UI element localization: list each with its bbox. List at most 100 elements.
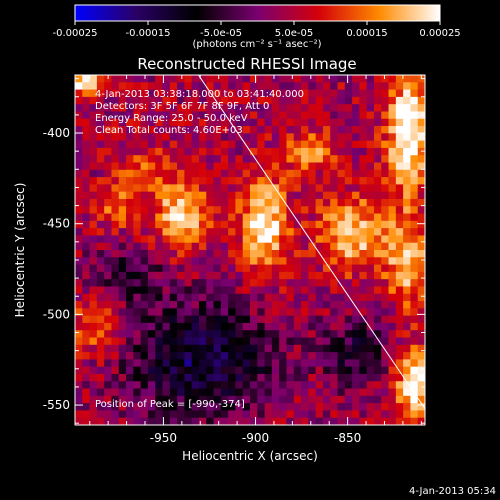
heatmap-cell xyxy=(198,96,207,105)
heatmap-cell xyxy=(191,191,200,200)
heatmap-cell xyxy=(322,417,331,425)
heatmap-cell xyxy=(220,322,229,331)
heatmap-cell xyxy=(293,315,302,324)
heatmap-cell xyxy=(293,410,302,419)
heatmap-cell xyxy=(359,133,368,142)
heatmap-cell xyxy=(352,271,360,280)
heatmap-cell xyxy=(177,147,185,156)
heatmap-cell xyxy=(279,403,287,411)
heatmap-cell xyxy=(220,250,229,258)
heatmap-cell xyxy=(257,330,265,338)
heatmap-cell xyxy=(235,315,244,324)
heatmap-cell xyxy=(322,111,331,120)
heatmap-cell xyxy=(279,279,287,287)
heatmap-cell xyxy=(104,191,112,200)
heatmap-cell xyxy=(82,352,90,360)
heatmap-cell xyxy=(279,344,287,353)
heatmap-cell xyxy=(388,133,397,142)
heatmap-cell xyxy=(395,177,404,185)
heatmap-cell xyxy=(118,89,127,98)
heatmap-cell xyxy=(271,133,280,142)
heatmap-cell xyxy=(147,381,156,389)
heatmap-cell xyxy=(177,301,185,309)
heatmap-cell xyxy=(191,279,200,287)
heatmap-cell xyxy=(359,213,368,222)
heatmap-cell xyxy=(111,213,120,222)
heatmap-cell xyxy=(373,366,382,375)
heatmap-cell xyxy=(147,293,156,302)
heatmap-cell xyxy=(191,155,200,163)
heatmap-cell xyxy=(82,126,90,134)
heatmap-cell xyxy=(220,147,229,156)
heatmap-cell xyxy=(118,198,127,207)
heatmap-cell xyxy=(315,344,324,353)
heatmap-cell xyxy=(352,381,360,389)
heatmap-cell xyxy=(140,352,149,360)
heatmap-cell xyxy=(155,162,163,171)
heatmap-cell xyxy=(126,140,134,149)
heatmap-cell xyxy=(395,206,404,214)
heatmap-cell xyxy=(337,184,346,193)
heatmap-cell xyxy=(242,126,251,134)
heatmap-cell xyxy=(169,177,178,185)
heatmap-cell xyxy=(198,198,207,207)
heatmap-cell xyxy=(308,308,317,317)
heatmap-cell xyxy=(147,126,156,134)
heatmap-cell xyxy=(373,352,382,360)
heatmap-cell xyxy=(118,359,127,368)
heatmap-cell xyxy=(104,315,112,324)
heatmap-cell xyxy=(279,337,287,346)
heatmap-cell xyxy=(322,118,331,127)
heatmap-cell xyxy=(344,235,353,244)
heatmap-cell xyxy=(322,104,331,112)
heatmap-cell xyxy=(96,403,105,411)
heatmap-cell xyxy=(155,352,163,360)
heatmap-cell xyxy=(293,395,302,404)
heatmap-cell xyxy=(337,301,346,309)
heatmap-cell xyxy=(359,242,368,251)
heatmap-cell xyxy=(286,89,295,98)
heatmap-cell xyxy=(257,337,265,346)
heatmap-cell xyxy=(82,75,90,83)
heatmap-cell xyxy=(235,352,244,360)
heatmap-cell xyxy=(191,198,200,207)
heatmap-cell xyxy=(352,133,360,142)
heatmap-cell xyxy=(235,395,244,404)
heatmap-cell xyxy=(271,177,280,185)
heatmap-cell xyxy=(198,410,207,419)
heatmap-cell xyxy=(140,264,149,273)
heatmap-cell xyxy=(147,111,156,120)
heatmap-cell xyxy=(417,126,425,134)
heatmap-cell xyxy=(250,89,258,98)
heatmap-cell xyxy=(140,308,149,317)
heatmap-cell xyxy=(147,264,156,273)
heatmap-cell xyxy=(257,410,265,419)
heatmap-cell xyxy=(337,140,346,149)
heatmap-cell xyxy=(191,147,200,156)
heatmap-cell xyxy=(403,126,411,134)
heatmap-cell xyxy=(162,96,171,105)
heatmap-cell xyxy=(147,271,156,280)
heatmap-cell xyxy=(271,162,280,171)
heatmap-cell xyxy=(388,293,397,302)
heatmap-cell xyxy=(388,403,397,411)
heatmap-cell xyxy=(388,162,397,171)
heatmap-cell xyxy=(235,126,244,134)
heatmap-cell xyxy=(191,133,200,142)
heatmap-cell xyxy=(417,337,425,346)
heatmap-cell xyxy=(140,89,149,98)
heatmap-cell xyxy=(271,82,280,90)
heatmap-cell xyxy=(118,286,127,295)
heatmap-cell xyxy=(111,96,120,105)
heatmap-cell xyxy=(286,352,295,360)
heatmap-cell xyxy=(330,417,338,425)
heatmap-cell xyxy=(235,373,244,382)
heatmap-cell xyxy=(126,220,134,229)
heatmap-cell xyxy=(257,228,265,236)
heatmap-cell xyxy=(198,395,207,404)
heatmap-cell xyxy=(206,271,214,280)
heatmap-cell xyxy=(155,395,163,404)
heatmap-cell xyxy=(417,96,425,105)
heatmap-cell xyxy=(235,322,244,331)
heatmap-cell xyxy=(118,75,127,83)
